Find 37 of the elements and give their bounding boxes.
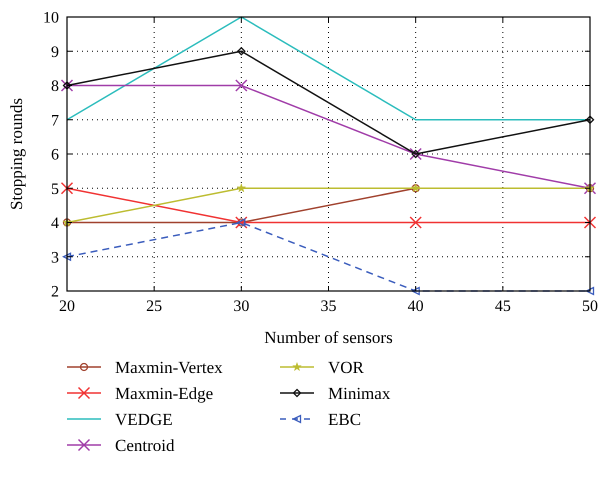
y-tick-label: 9: [51, 44, 59, 61]
legend-label: Minimax: [328, 384, 391, 403]
y-tick-label: 7: [51, 112, 59, 130]
y-tick-label: 8: [51, 78, 59, 96]
legend-label: Maxmin-Vertex: [115, 358, 224, 377]
point: [60, 182, 74, 194]
point: [236, 184, 246, 192]
y-tick-label: 10: [43, 10, 59, 27]
legend-label: VEDGE: [115, 410, 173, 429]
y-tick-label: 6: [51, 146, 59, 164]
legend-label: Maxmin-Edge: [115, 384, 214, 403]
point: [237, 47, 246, 56]
point: [235, 79, 248, 92]
x-tick-label: 50: [582, 298, 598, 315]
point: [584, 216, 596, 229]
legend-label: EBC: [328, 410, 362, 429]
y-tick-label: 3: [51, 249, 59, 266]
y-axis-title: Stopping rounds: [7, 98, 26, 210]
x-tick-label: 40: [408, 298, 424, 315]
point: [586, 286, 594, 296]
x-axis-title: Number of sensors: [264, 328, 393, 347]
point: [235, 216, 248, 229]
point: [62, 252, 72, 261]
point: [586, 116, 594, 124]
x-tick-label: 35: [320, 298, 336, 315]
x-tick-label: 30: [233, 298, 250, 315]
y-tick-label: 4: [51, 215, 59, 232]
point: [412, 150, 420, 158]
x-tick-label: 45: [494, 298, 511, 315]
point: [412, 286, 420, 296]
y-tick-label: 5: [51, 180, 59, 198]
point: [409, 216, 422, 229]
y-tick-label: 2: [51, 284, 59, 301]
x-tick-label: 25: [146, 298, 162, 315]
x-tick-label: 20: [59, 298, 75, 315]
legend-label: VOR: [328, 358, 365, 377]
legend-label: Centroid: [115, 436, 175, 455]
